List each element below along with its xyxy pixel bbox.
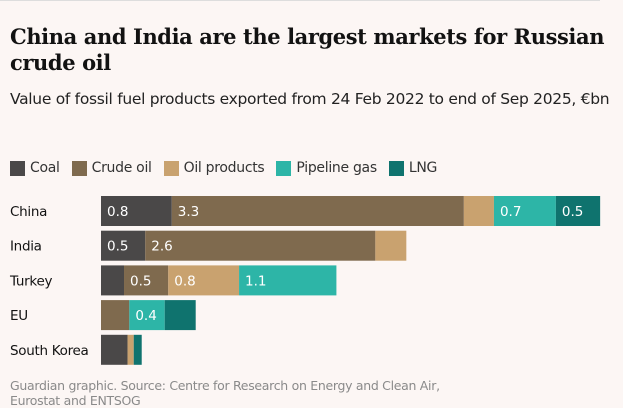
bar-segment-coal <box>101 230 146 261</box>
legend-swatch <box>388 160 404 176</box>
chart-subtitle: Value of fossil fuel products exported f… <box>10 90 610 108</box>
bar-segment-crude-oil <box>145 230 376 261</box>
bar-segment-coal <box>101 334 128 365</box>
legend-swatch <box>163 160 179 176</box>
category-label: Turkey <box>9 273 52 289</box>
bar-segment-crude-oil <box>101 300 130 331</box>
bar-segment-lng <box>164 300 196 331</box>
bar-segment-oil-products <box>127 334 134 365</box>
chart-title: China and India are the largest markets … <box>10 24 605 75</box>
footer-line-2: Eurostat and ENTSOG <box>10 393 141 408</box>
bar-segment-oil-products <box>463 196 494 226</box>
legend-item-pipeline-gas: Pipeline gas <box>276 160 377 176</box>
legend-item-oil-products: Oil products <box>163 160 265 176</box>
bar-segment-lng <box>555 196 601 226</box>
data-label: 0.5 <box>562 204 583 220</box>
legend-swatch <box>10 160 25 176</box>
legend: Coal Crude oil Oil products Pipeline gas LNG <box>10 160 437 176</box>
legend-label: Coal <box>30 160 60 176</box>
legend-item-coal: Coal <box>10 160 60 176</box>
legend-label: Pipeline gas <box>296 160 377 176</box>
bar-segment-oil-products <box>168 265 240 296</box>
data-label: 3.3 <box>178 204 199 220</box>
bar-segment-crude-oil <box>171 196 464 226</box>
bar-segment-oil-products <box>375 230 407 261</box>
category-label: EU <box>10 308 28 324</box>
bar-segment-lng <box>133 334 142 365</box>
bar-segment-coal <box>101 196 172 226</box>
category-label: China <box>10 204 47 220</box>
legend-label: LNG <box>408 160 438 176</box>
bar-segment-pipeline-gas <box>239 265 337 296</box>
bar-segment-crude-oil <box>124 265 169 296</box>
footer-source: Guardian graphic. Source: Centre for Res… <box>10 378 440 408</box>
data-label: 0.7 <box>500 204 521 220</box>
footer-line-1: Guardian graphic. Source: Centre for Res… <box>10 378 440 393</box>
data-label: 0.5 <box>107 239 128 255</box>
legend-label: Crude oil <box>91 160 152 176</box>
legend-swatch <box>71 160 87 176</box>
bar-segment-pipeline-gas <box>129 300 165 331</box>
data-label: 0.8 <box>174 273 195 289</box>
legend-swatch <box>276 160 292 176</box>
data-label: 0.5 <box>130 273 151 289</box>
legend-item-crude-oil: Crude oil <box>71 160 152 176</box>
bar-segment-coal <box>101 265 125 296</box>
top-rule <box>0 0 600 1</box>
category-label: South Korea <box>10 343 89 359</box>
data-label: 1.1 <box>245 273 266 289</box>
data-label: 0.4 <box>135 308 156 324</box>
legend-label: Oil products <box>183 160 265 176</box>
category-label: India <box>10 239 42 255</box>
data-label: 2.6 <box>151 239 172 255</box>
bar-segment-pipeline-gas <box>493 196 556 226</box>
data-label: 0.8 <box>107 204 128 220</box>
legend-item-lng: LNG <box>388 160 438 176</box>
